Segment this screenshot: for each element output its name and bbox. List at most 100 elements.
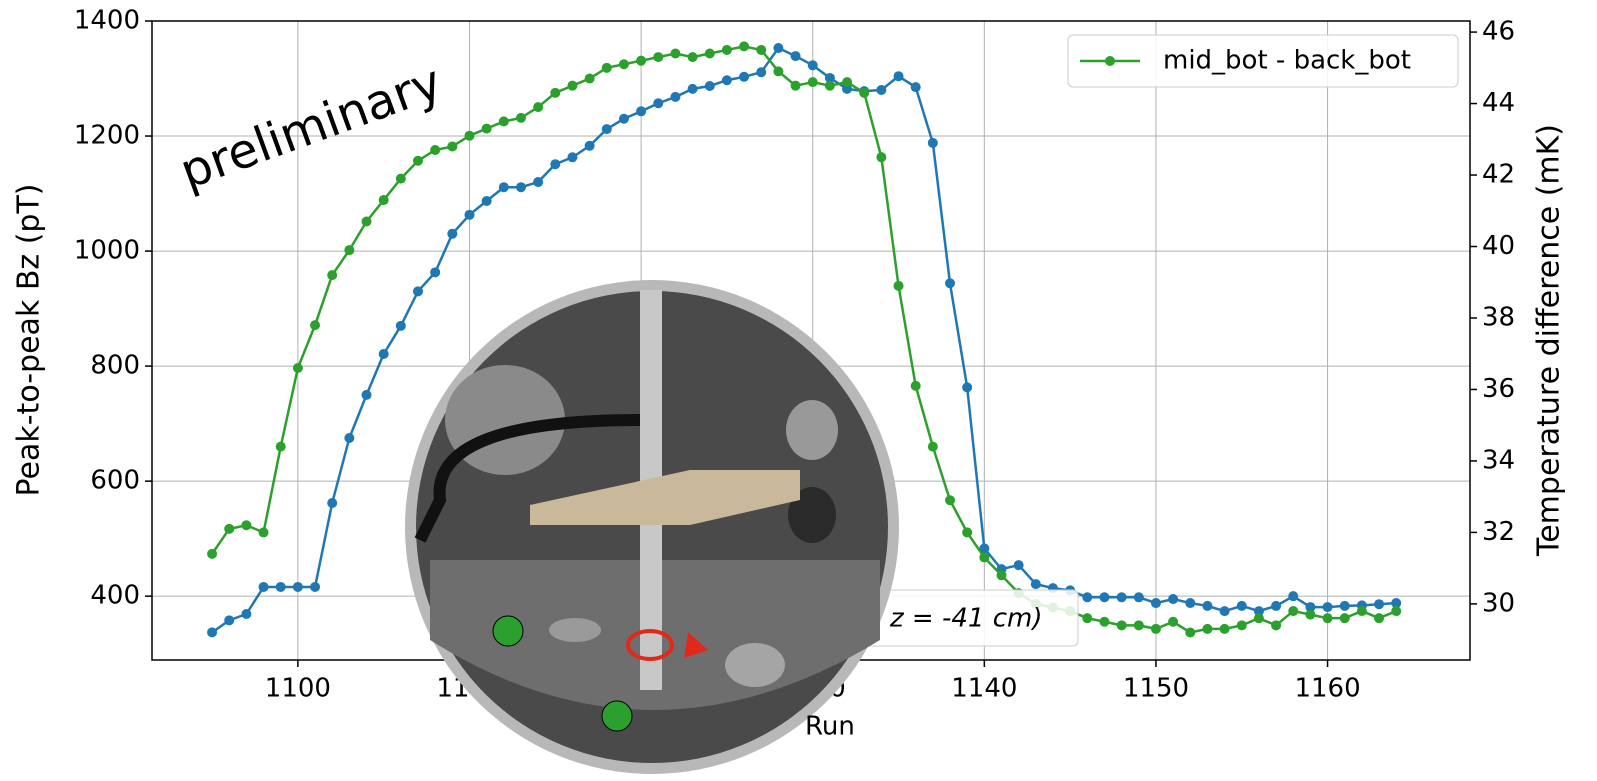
data-point [447, 141, 457, 151]
data-point [567, 81, 577, 91]
data-point [1220, 606, 1230, 616]
data-point [482, 196, 492, 206]
data-point [928, 138, 938, 148]
data-point [619, 114, 629, 124]
y2-tick-label: 30 [1482, 588, 1515, 618]
data-point [1374, 599, 1384, 609]
data-point [430, 267, 440, 277]
data-point [1254, 613, 1264, 623]
data-point [859, 88, 869, 98]
annotation: preliminary [173, 54, 449, 200]
data-point [362, 216, 372, 226]
inset-port [786, 400, 838, 460]
data-point [722, 45, 732, 55]
data-point [327, 498, 337, 508]
data-point [413, 156, 423, 166]
data-point [911, 82, 921, 92]
inset-hole [549, 618, 601, 642]
data-point [533, 177, 543, 187]
y2-tick-label: 34 [1482, 445, 1515, 475]
legend-label: mid_bot - back_bot [1163, 46, 1411, 76]
data-point [979, 552, 989, 562]
data-point [773, 43, 783, 53]
data-point [602, 63, 612, 73]
data-point [344, 433, 354, 443]
data-point [499, 116, 509, 126]
data-point [567, 152, 577, 162]
data-point [327, 270, 337, 280]
legend-marker [1105, 56, 1115, 66]
data-point [670, 49, 680, 59]
data-point [482, 124, 492, 134]
sensor-marker [602, 701, 632, 731]
data-point [516, 113, 526, 123]
data-point [224, 524, 234, 534]
y2-tick-label: 46 [1482, 17, 1515, 47]
data-point [1082, 613, 1092, 623]
data-point [1202, 601, 1212, 611]
data-point [585, 74, 595, 84]
data-point [773, 66, 783, 76]
data-point [396, 174, 406, 184]
data-point [876, 152, 886, 162]
y-axis-label: Peak-to-peak Bz (pT) [12, 184, 47, 497]
x-axis-label: Run [805, 712, 855, 742]
inset-hole [725, 643, 785, 687]
y-tick-label: 600 [90, 466, 140, 496]
y2-tick-label: 40 [1482, 231, 1515, 261]
data-point [585, 141, 595, 151]
data-point [619, 59, 629, 69]
y-tick-label: 800 [90, 351, 140, 381]
data-point [1305, 610, 1315, 620]
data-point [791, 81, 801, 91]
data-point [962, 527, 972, 537]
data-point [1031, 579, 1041, 589]
data-point [1082, 592, 1092, 602]
data-point [1357, 606, 1367, 616]
data-point [928, 442, 938, 452]
data-point [276, 442, 286, 452]
data-point [241, 520, 251, 530]
data-point [688, 84, 698, 94]
data-point [739, 72, 749, 82]
data-point [1271, 620, 1281, 630]
data-point [310, 582, 320, 592]
data-point [362, 390, 372, 400]
y2-tick-label: 32 [1482, 517, 1515, 547]
data-point [1117, 620, 1127, 630]
data-point [996, 570, 1006, 580]
data-point [207, 627, 217, 637]
data-point [688, 52, 698, 62]
data-point [1237, 620, 1247, 630]
data-point [1288, 591, 1298, 601]
data-point [705, 49, 715, 59]
y2-tick-label: 38 [1482, 302, 1515, 332]
data-point [653, 98, 663, 108]
x-tick-label: 1160 [1294, 674, 1360, 704]
data-point [207, 549, 217, 559]
x-tick-label: 1100 [265, 674, 331, 704]
data-point [791, 51, 801, 61]
data-point [276, 582, 286, 592]
data-point [1271, 601, 1281, 611]
y2-axis-label: Temperature difference (mK) [1532, 124, 1567, 557]
data-point [876, 85, 886, 95]
data-point [447, 229, 457, 239]
data-point [962, 382, 972, 392]
data-point [1151, 624, 1161, 634]
data-point [516, 182, 526, 192]
y-tick-label: 400 [90, 581, 140, 611]
data-point [602, 124, 612, 134]
data-point [825, 81, 835, 91]
data-point [1134, 620, 1144, 630]
data-point [945, 278, 955, 288]
data-point [533, 102, 543, 112]
photo-inset [405, 280, 899, 774]
data-point [1202, 624, 1212, 634]
data-point [413, 286, 423, 296]
data-point [1323, 613, 1333, 623]
y2-tick-label: 44 [1482, 88, 1515, 118]
data-point [1014, 560, 1024, 570]
data-point [1099, 617, 1109, 627]
data-point [1391, 606, 1401, 616]
